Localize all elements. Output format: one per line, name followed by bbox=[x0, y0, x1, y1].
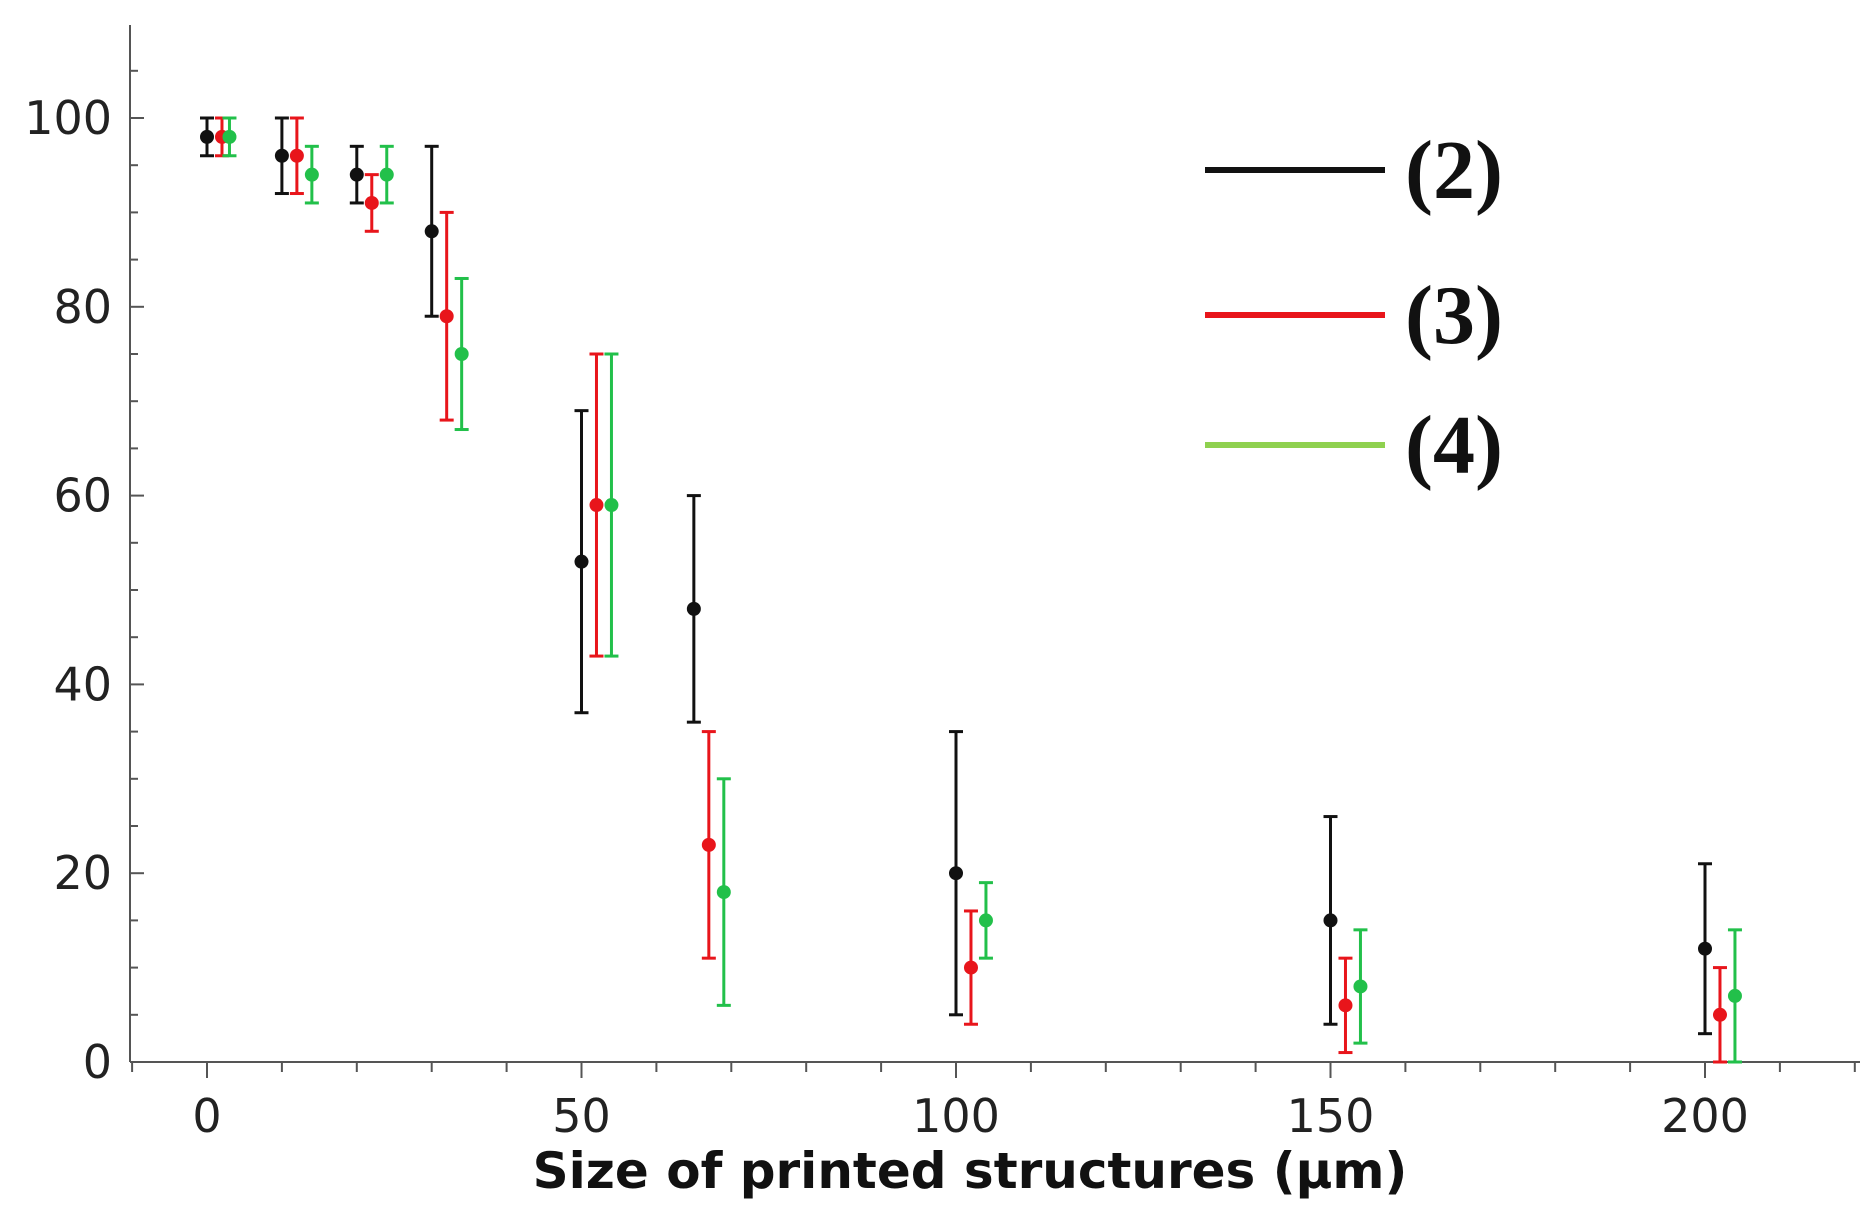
data-point bbox=[574, 554, 589, 569]
series-1 bbox=[200, 116, 1712, 1036]
legend-label: (3) bbox=[1405, 269, 1503, 362]
data-point bbox=[364, 195, 379, 210]
plot-series bbox=[200, 116, 1742, 1064]
y-tick-label: 60 bbox=[53, 469, 112, 523]
x-axis-title: Size of printed structures (µm) bbox=[533, 1142, 1408, 1200]
x-tick-label: 50 bbox=[552, 1089, 611, 1143]
data-point bbox=[1323, 913, 1338, 928]
data-point bbox=[1338, 998, 1353, 1013]
data-point bbox=[978, 913, 993, 928]
series-3 bbox=[222, 116, 1742, 1064]
x-tick-label: 150 bbox=[1287, 1089, 1375, 1143]
y-tick-label: 40 bbox=[53, 657, 112, 711]
data-point bbox=[949, 866, 963, 881]
legend-label: (4) bbox=[1405, 399, 1503, 492]
data-point bbox=[349, 167, 364, 182]
series-2 bbox=[214, 116, 1727, 1064]
data-point bbox=[1712, 1007, 1727, 1022]
y-tick-label: 80 bbox=[53, 280, 112, 334]
y-ticks: 0 20 40 60 80 100 bbox=[24, 69, 144, 1089]
data-point bbox=[963, 960, 978, 975]
data-point bbox=[200, 129, 214, 144]
data-point bbox=[289, 148, 304, 163]
data-point bbox=[304, 167, 319, 182]
x-tick-label: 100 bbox=[912, 1089, 1000, 1143]
axes: 0 20 40 60 80 100 0 50 100 150 200 bbox=[24, 25, 1860, 1143]
data-point bbox=[439, 309, 454, 324]
data-point bbox=[716, 885, 731, 900]
data-point bbox=[604, 498, 619, 513]
data-point bbox=[686, 601, 701, 616]
y-tick-label: 20 bbox=[53, 846, 112, 900]
data-point bbox=[701, 837, 716, 852]
x-tick-label: 0 bbox=[192, 1089, 221, 1143]
legend-label: (2) bbox=[1405, 124, 1503, 217]
y-tick-label: 100 bbox=[24, 91, 112, 145]
data-point bbox=[1727, 988, 1742, 1003]
data-point bbox=[222, 129, 237, 144]
x-tick-label: 200 bbox=[1661, 1089, 1749, 1143]
data-point bbox=[454, 347, 469, 361]
data-point bbox=[1698, 941, 1712, 956]
data-point bbox=[1353, 979, 1368, 994]
data-point bbox=[274, 148, 289, 163]
data-point bbox=[589, 498, 604, 513]
data-point bbox=[424, 224, 439, 239]
x-ticks: 0 50 100 150 200 bbox=[131, 1062, 1856, 1143]
y-tick-label: 0 bbox=[83, 1035, 112, 1089]
data-point bbox=[379, 167, 394, 182]
legend: (2) (3) (4) bbox=[1205, 124, 1503, 492]
